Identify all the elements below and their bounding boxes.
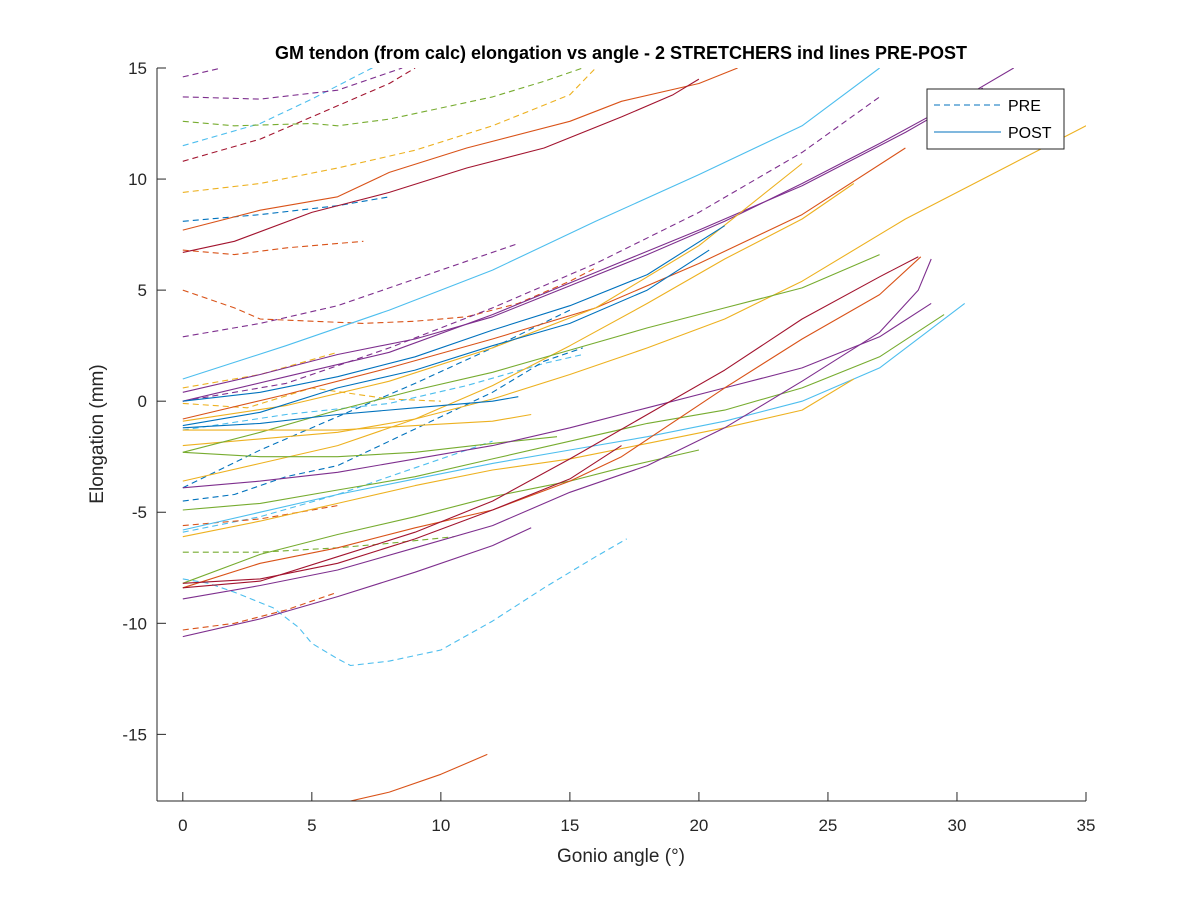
pre-series-line-11 <box>182 351 338 389</box>
y-tick-label: -15 <box>122 725 147 744</box>
post-series-line-26 <box>182 147 906 420</box>
pre-series-line-13 <box>182 353 583 431</box>
pre-series-line-10 <box>182 96 880 402</box>
chart-title: GM tendon (from calc) elongation vs angl… <box>275 43 967 63</box>
y-tick-label: 15 <box>128 59 147 78</box>
y-tick-label: -10 <box>122 614 147 633</box>
post-series-line-42 <box>182 256 919 589</box>
legend-label-post: POST <box>1008 125 1052 142</box>
post-series-line-35 <box>182 436 558 458</box>
post-series-line-27 <box>182 163 803 422</box>
x-tick-label: 25 <box>818 816 837 835</box>
x-tick-label: 0 <box>178 816 187 835</box>
post-series-line-23 <box>182 68 880 380</box>
pre-series-line-17 <box>182 505 338 527</box>
x-tick-label: 20 <box>689 816 708 835</box>
post-series-line-36 <box>182 302 932 489</box>
post-series-line-41 <box>182 256 922 589</box>
post-series-line-24 <box>182 68 1014 393</box>
post-series-line-37 <box>182 302 966 531</box>
y-axis-title: Elongation (mm) <box>87 364 108 503</box>
post-series-line-38 <box>182 314 945 511</box>
post-series-line-22 <box>182 78 700 253</box>
y-tick-label: 0 <box>138 392 147 411</box>
post-series-line-39 <box>182 378 855 538</box>
x-tick-label: 10 <box>431 816 450 835</box>
pre-series-line-6 <box>182 196 390 222</box>
pre-series-line-9 <box>182 267 596 324</box>
post-series-line-30 <box>182 183 855 447</box>
pre-series-line-7 <box>182 240 364 256</box>
x-tick-label: 5 <box>307 816 316 835</box>
post-series-line-29 <box>182 249 710 427</box>
pre-series-line-8 <box>182 242 519 338</box>
post-series-line-28 <box>182 225 725 402</box>
y-tick-label: 5 <box>138 281 147 300</box>
post-series-line-31 <box>182 125 1086 482</box>
y-tick-label: 10 <box>128 170 147 189</box>
legend-label-pre: PRE <box>1008 98 1041 115</box>
legend-box <box>926 88 1065 150</box>
x-axis-title: Gonio angle (°) <box>557 846 685 867</box>
x-tick-label: 15 <box>560 816 579 835</box>
post-series-line-40 <box>182 449 700 584</box>
pre-series-line-1 <box>182 68 416 162</box>
pre-series-line-20 <box>182 538 627 667</box>
pre-series-line-2 <box>182 68 222 78</box>
post-series-line-43 <box>182 445 622 584</box>
pre-series-line-0 <box>182 68 374 147</box>
x-tick-label: 35 <box>1077 816 1096 835</box>
post-series-line-44 <box>182 258 932 600</box>
post-series-line-46 <box>350 753 488 801</box>
y-tick-label: -5 <box>132 503 147 522</box>
post-series-line-32 <box>182 254 880 453</box>
pre-series-line-5 <box>182 68 597 193</box>
post-series-line-34 <box>182 413 532 431</box>
x-tick-label: 30 <box>948 816 967 835</box>
series-layer <box>182 68 1086 801</box>
axes-layer: 0 5 10 15 20 25 30 35 -15 -10 -5 0 5 10 15 <box>122 59 1095 835</box>
post-series-line-21 <box>182 68 738 231</box>
pre-series-line-15 <box>182 347 583 502</box>
post-series-line-45 <box>182 527 532 638</box>
post-series-line-33 <box>182 396 519 429</box>
post-series-line-25 <box>182 87 984 402</box>
pre-series-line-19 <box>182 591 338 631</box>
legend: PRE POST <box>926 88 1065 150</box>
pre-series-line-16 <box>182 440 493 533</box>
